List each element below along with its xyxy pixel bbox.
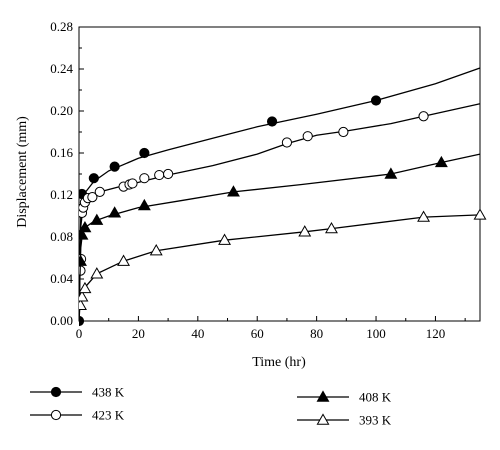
series-393-k xyxy=(79,208,487,322)
y-tick-label: 0.00 xyxy=(50,313,73,328)
x-tick-label: 0 xyxy=(76,326,83,341)
series-408-k xyxy=(79,153,481,322)
series-line-408-k xyxy=(79,153,481,322)
data-point-423-k xyxy=(418,111,429,122)
data-point-393-k xyxy=(90,267,104,279)
data-point-438-k xyxy=(370,95,382,106)
x-tick-label: 40 xyxy=(191,326,204,341)
legend-marker xyxy=(50,386,62,398)
legend-item-423-k: 423 K xyxy=(30,408,125,423)
y-tick-label: 0.24 xyxy=(50,61,73,76)
x-tick-label: 120 xyxy=(426,326,446,341)
legend-label: 438 K xyxy=(92,385,125,400)
y-tick-label: 0.28 xyxy=(50,19,73,34)
data-point-438-k xyxy=(266,116,278,127)
series-438-k xyxy=(79,67,481,327)
x-tick-label: 80 xyxy=(310,326,323,341)
plot-frame xyxy=(78,26,481,322)
legend-item-438-k: 438 K xyxy=(30,385,125,400)
x-axis-title: Time (hr) xyxy=(252,355,306,370)
axes-layer: 0.00 0.04 0.08 0.12 0.16 0.20 0.24 0.28 0 20 40 60 8… xyxy=(50,19,481,341)
series-layer xyxy=(79,67,487,327)
legend-label: 393 K xyxy=(359,413,392,428)
data-point-393-k xyxy=(298,225,312,237)
legend: 438 K 423 K 408 K 393 K xyxy=(30,385,392,428)
data-point-423-k xyxy=(281,137,293,148)
data-point-408-k xyxy=(137,198,151,211)
data-point-393-k xyxy=(79,290,89,302)
data-point-393-k xyxy=(325,221,338,234)
series-line-438-k xyxy=(79,67,481,322)
data-point-393-k xyxy=(473,208,487,220)
data-point-408-k xyxy=(434,155,448,168)
data-point-408-k xyxy=(90,213,104,225)
data-point-393-k xyxy=(218,233,232,245)
y-axis-title: Displacement (mm) xyxy=(15,116,30,228)
legend-marker xyxy=(316,413,330,425)
series-line-423-k xyxy=(79,103,481,322)
data-point-423-k xyxy=(302,131,313,142)
data-point-393-k xyxy=(417,210,431,222)
data-point-423-k xyxy=(139,173,150,184)
x-tick-label: 100 xyxy=(366,326,386,341)
legend-item-408-k: 408 K xyxy=(297,390,392,405)
legend-marker xyxy=(316,390,330,402)
data-point-408-k xyxy=(384,167,398,179)
data-point-423-k xyxy=(154,169,165,181)
y-tick-label: 0.08 xyxy=(50,229,73,244)
data-point-438-k xyxy=(88,173,99,184)
data-point-393-k xyxy=(79,281,92,294)
data-point-408-k xyxy=(108,206,122,218)
data-point-393-k xyxy=(149,244,163,256)
x-tick-label: 20 xyxy=(132,326,145,341)
data-point-423-k xyxy=(87,192,98,203)
legend-item-393-k: 393 K xyxy=(297,413,392,428)
series-423-k xyxy=(79,103,481,322)
data-point-408-k xyxy=(79,254,87,266)
series-line-393-k xyxy=(79,214,481,322)
y-tick-label: 0.12 xyxy=(50,187,73,202)
y-tick-label: 0.04 xyxy=(50,271,73,286)
data-point-423-k xyxy=(94,186,105,197)
data-point-408-k xyxy=(79,220,92,233)
x-tick-label: 60 xyxy=(251,326,264,341)
data-point-438-k xyxy=(109,161,120,172)
data-point-438-k xyxy=(139,147,150,159)
legend-label: 423 K xyxy=(92,408,125,423)
data-point-393-k xyxy=(79,298,87,310)
legend-label: 408 K xyxy=(359,390,392,405)
legend-marker xyxy=(50,409,62,421)
data-point-423-k xyxy=(163,168,174,180)
data-point-423-k xyxy=(127,178,138,189)
y-tick-label: 0.20 xyxy=(50,103,73,118)
data-point-408-k xyxy=(226,185,240,197)
data-point-393-k xyxy=(117,254,131,266)
y-tick-label: 0.16 xyxy=(50,145,73,160)
data-point-423-k xyxy=(338,126,349,138)
